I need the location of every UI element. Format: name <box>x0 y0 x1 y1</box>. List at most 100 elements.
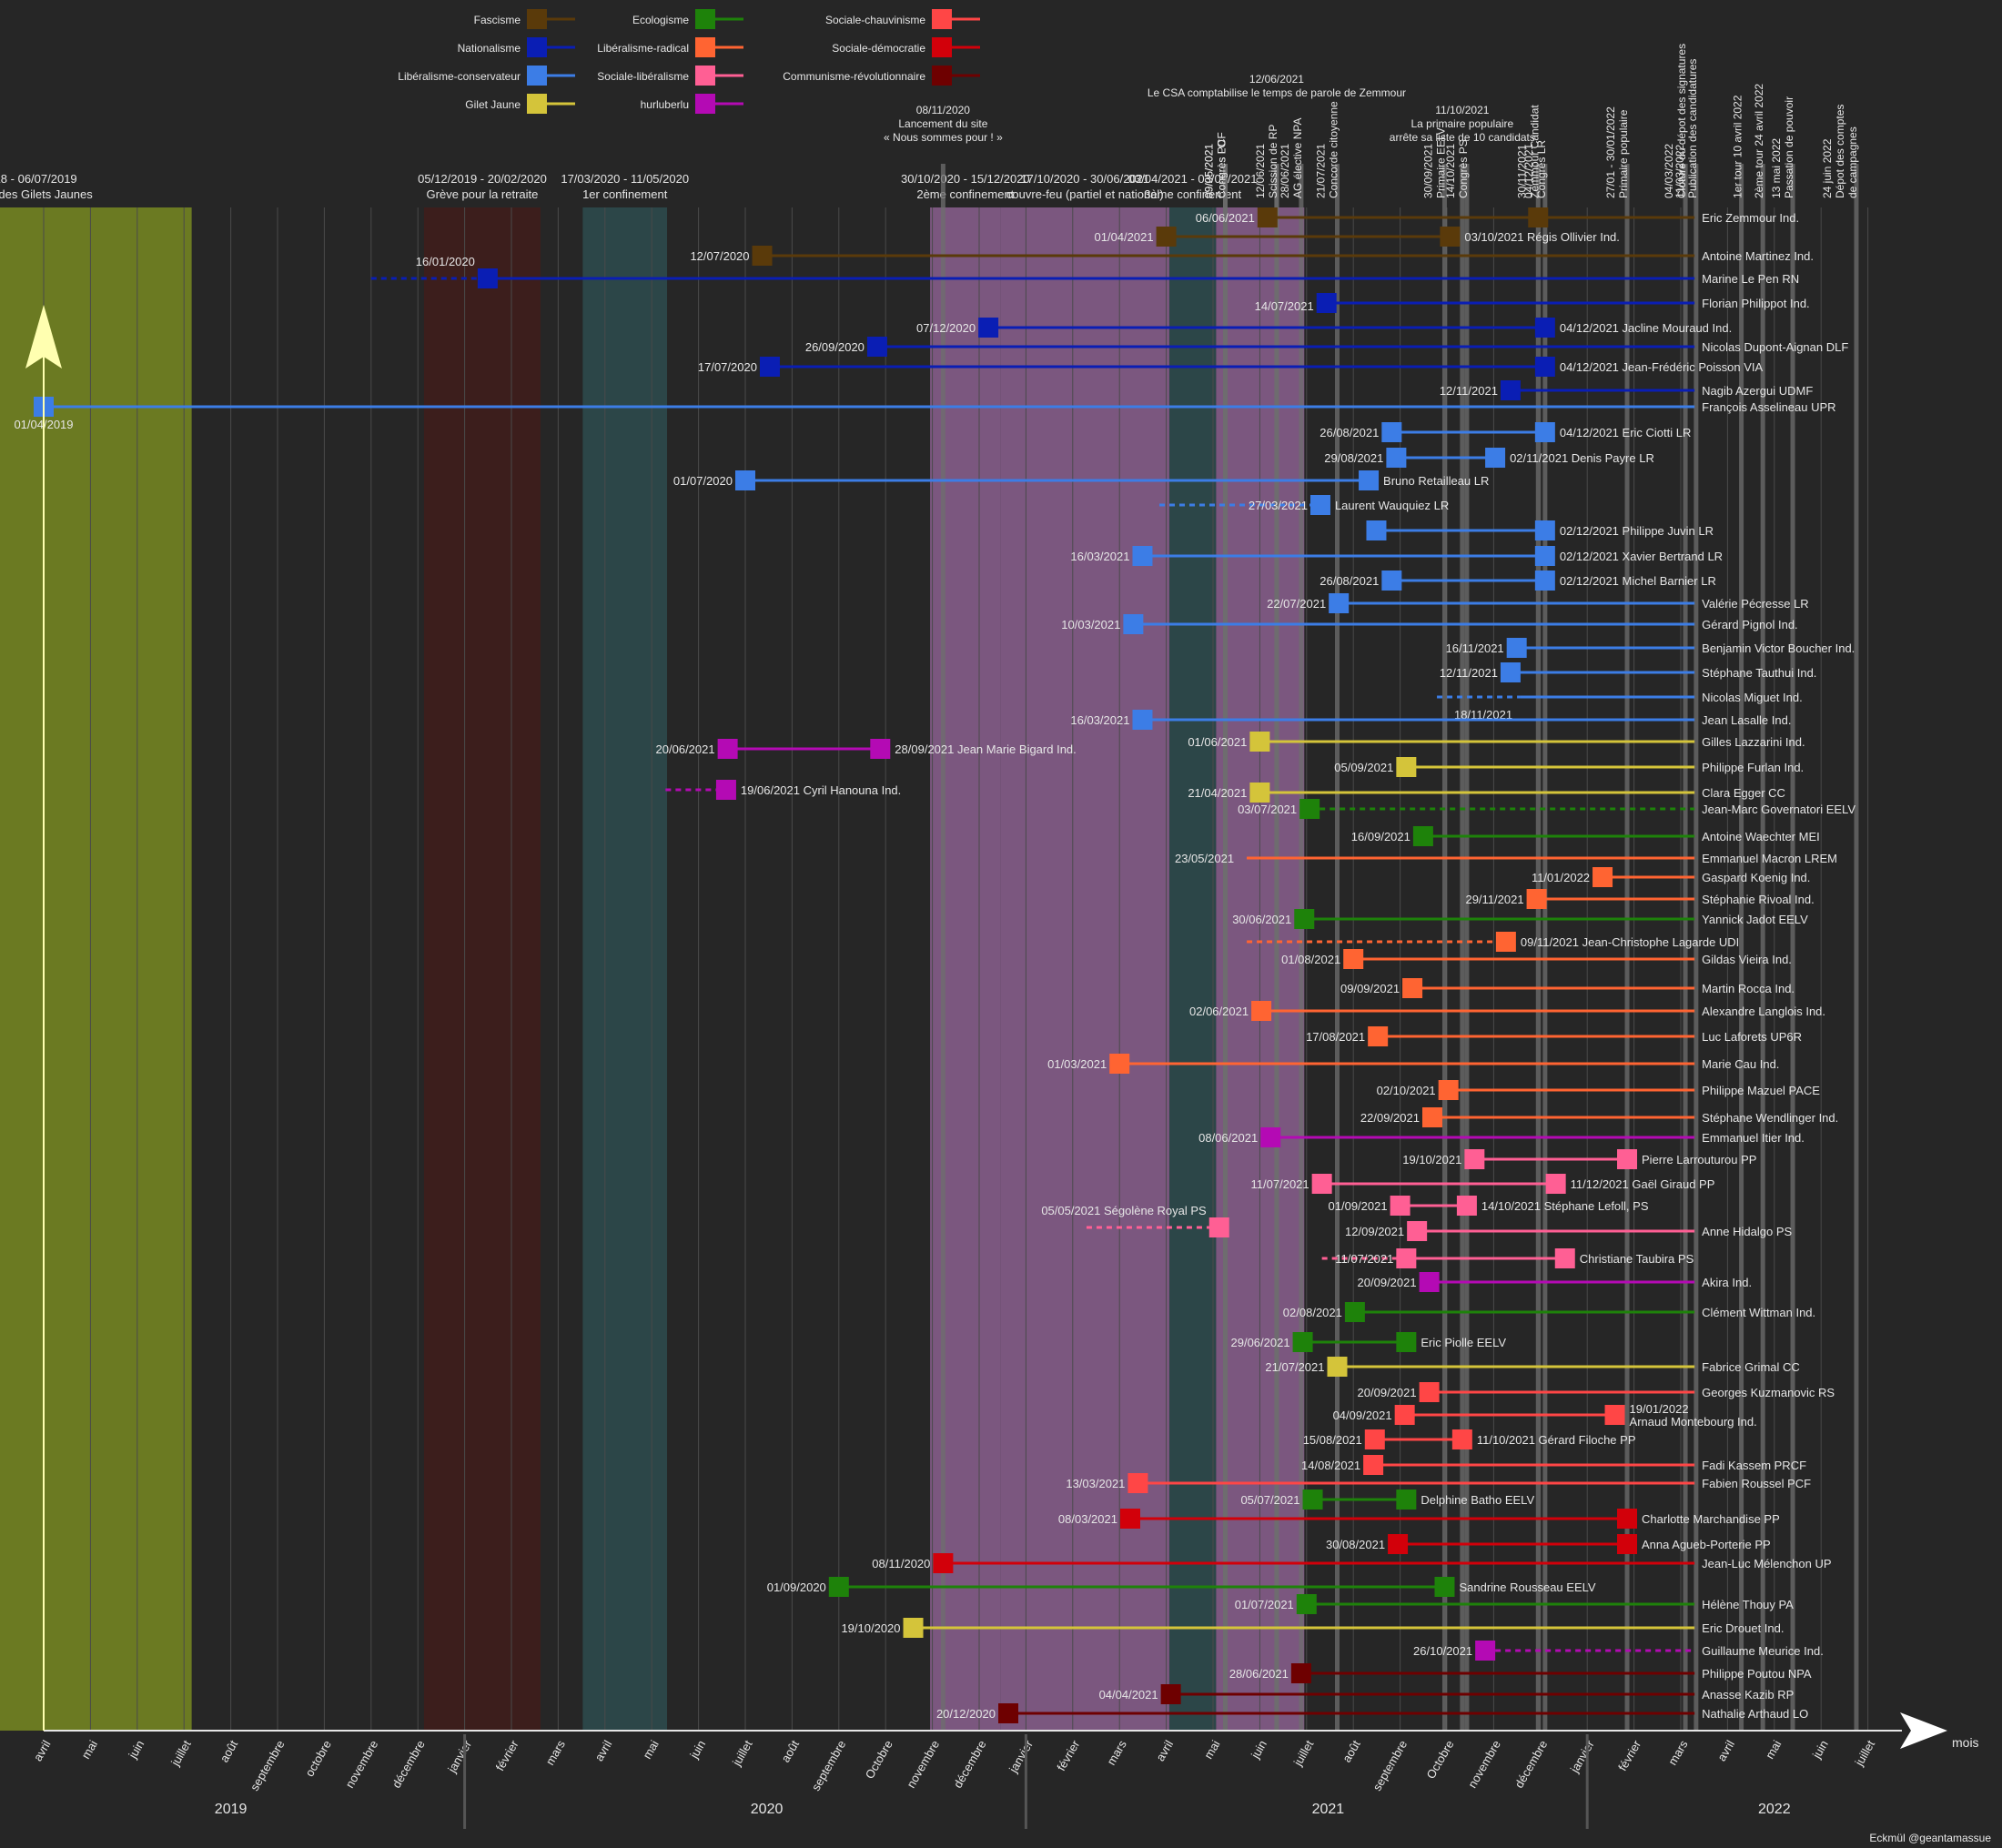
start-marker <box>1500 662 1521 682</box>
event-label: 04/12/2021 <box>1522 144 1535 198</box>
candidate-label: Jean Lasalle Ind. <box>1702 713 1791 727</box>
end-marker <box>1617 1534 1638 1554</box>
event-label: Publication des candidatures <box>1686 59 1699 198</box>
event-label: 12/06/2021 <box>1254 144 1267 198</box>
event-label: 09/05/2021 <box>1202 144 1215 198</box>
month-tick-label: août <box>217 1738 241 1765</box>
start-marker <box>1386 448 1407 468</box>
start-date-label: 09/09/2021 <box>1340 982 1400 995</box>
candidate-label: Eric Zemmour Ind. <box>1702 211 1799 225</box>
start-date-label: 20/06/2021 <box>656 742 715 756</box>
start-date-label: 04/04/2021 <box>1099 1688 1158 1702</box>
event-label: Concorde citoyenne <box>1328 101 1340 198</box>
candidate-row: 09/09/2021 Martin Rocca Ind. <box>1340 978 1795 998</box>
month-tick-label: septembre <box>1370 1738 1410 1793</box>
start-marker <box>1302 1490 1323 1510</box>
candidate-label: Nagib Azergui UDMF <box>1702 384 1813 398</box>
candidate-label: Clara Egger CC <box>1702 786 1785 800</box>
period-name-label: 2ème confinement <box>916 187 1014 201</box>
event-label: Le CSA comptabilise le temps de parole d… <box>1148 86 1406 99</box>
start-date-label: 11/07/2021 <box>1251 1177 1309 1191</box>
legend-swatch <box>527 66 547 86</box>
candidate-row: 22/07/2021 Valérie Pécresse LR <box>1267 593 1809 613</box>
year-label: 2021 <box>1312 1802 1345 1817</box>
end-marker <box>1396 1490 1417 1510</box>
legend-swatch <box>527 9 547 29</box>
candidate-label: François Asselineau UPR <box>1702 400 1835 414</box>
candidate-label: Benjamin Victor Boucher Ind. <box>1702 641 1855 655</box>
end-marker <box>1534 318 1555 338</box>
legend-label: Nationalisme <box>458 42 521 55</box>
candidate-label: 11/12/2021 Gaël Giraud PP <box>1571 1177 1715 1191</box>
legend: Fascisme Nationalisme Libéralisme-conserva… <box>398 9 980 114</box>
start-marker <box>1343 949 1364 969</box>
event-label: 04/03/2022 <box>1663 144 1675 198</box>
end-marker <box>1534 571 1555 591</box>
candidate-row: 26/08/2021 04/12/2021 Eric Ciotti LR <box>1320 422 1691 442</box>
candidate-row: 12/09/2021 Anne Hidalgo PS <box>1345 1221 1793 1241</box>
month-tick-label: août <box>778 1738 802 1765</box>
candidate-label: 19/01/2022 <box>1630 1402 1689 1416</box>
candidate-label: 02/12/2021 Philippe Juvin LR <box>1560 524 1714 538</box>
start-marker <box>1381 422 1402 442</box>
month-tick-label: mai <box>1201 1738 1223 1762</box>
start-date-label: 26/10/2021 <box>1413 1644 1472 1658</box>
event-label: Congrès LR <box>1535 140 1548 198</box>
event-label: Congrès PS <box>1457 139 1470 198</box>
month-tick-label: juillet <box>729 1738 754 1769</box>
start-date-label: 22/07/2021 <box>1267 597 1326 611</box>
period-date-label: 05/12/2019 - 20/02/2020 <box>418 172 547 186</box>
start-date-label: 29/06/2021 <box>1231 1336 1290 1349</box>
candidate-label: Nicolas Dupont-Aignan DLF <box>1702 340 1848 354</box>
candidate-row: 29/11/2021 Stéphanie Rivoal Ind. <box>1465 889 1815 909</box>
start-date-label: 29/11/2021 <box>1465 893 1523 906</box>
start-marker <box>715 780 736 800</box>
candidate-label: Gilles Lazzarini Ind. <box>1702 735 1805 749</box>
legend-swatch <box>695 66 715 86</box>
candidate-row: 29/08/2021 02/11/2021 Denis Payre LR <box>1324 448 1654 468</box>
start-marker <box>998 1703 1019 1723</box>
candidate-row: 16/11/2021 Benjamin Victor Boucher Ind. <box>1446 638 1855 658</box>
event-label: Zemmour Candidat <box>1528 105 1541 198</box>
candidate-label: 02/12/2021 Xavier Bertrand LR <box>1560 550 1723 563</box>
end-marker <box>1604 1405 1625 1425</box>
month-tick-label: juin <box>1248 1738 1269 1762</box>
candidate-row: 23/05/2021 Emmanuel Macron LREM <box>1175 852 1837 865</box>
start-marker <box>1127 1473 1148 1493</box>
month-tick-label: mai <box>1763 1738 1785 1762</box>
end-marker <box>1359 470 1380 490</box>
candidate-row: 05/05/2021 Ségolène Royal PS <box>1041 1204 1229 1237</box>
candidate-row: 02/08/2021 Clément Wittman Ind. <box>1283 1302 1815 1322</box>
candidate-label: Anasse Kazib RP <box>1702 1688 1794 1702</box>
start-marker <box>1495 932 1516 952</box>
start-date-label: 15/08/2021 <box>1303 1433 1362 1447</box>
start-marker <box>1257 207 1278 227</box>
x-axis-unit-label: mois <box>1952 1735 1979 1750</box>
candidate-label: Stéphanie Rivoal Ind. <box>1702 893 1815 906</box>
legend-swatch <box>695 37 715 57</box>
candidate-rows: 06/06/2021 Eric Zemmour Ind. 01/04/2021 03/… <box>14 207 1855 1723</box>
start-date-label: 20/12/2020 <box>936 1707 996 1721</box>
candidate-label: Hélène Thouy PA <box>1702 1598 1794 1611</box>
end-marker <box>1440 227 1461 247</box>
candidate-row: 06/06/2021 Eric Zemmour Ind. <box>1196 207 1799 227</box>
candidate-row: 29/06/2021 Eric Piolle EELV <box>1231 1332 1506 1352</box>
event-label: 11/10/2021 <box>1435 104 1489 116</box>
year-label: 2020 <box>751 1802 784 1817</box>
start-marker <box>1438 1080 1459 1100</box>
event-label: « Nous sommes pour ! » <box>884 131 1003 144</box>
candidate-row: 08/11/2020 Jean-Luc Mélenchon UP <box>872 1553 1832 1573</box>
legend-label: Libéralisme-conservateur <box>398 70 521 83</box>
legend-label: Fascisme <box>474 14 521 26</box>
candidate-row: 19/10/2020 Eric Drouet Ind. <box>841 1618 1784 1638</box>
start-date-label: 27/03/2021 <box>1249 499 1308 512</box>
event-label: 14/10/2021 <box>1444 144 1457 198</box>
start-marker <box>1156 227 1177 247</box>
candidate-row: 05/09/2021 Philippe Furlan Ind. <box>1334 757 1804 777</box>
start-date-label: 10/03/2021 <box>1061 618 1120 631</box>
start-date-label: 16/11/2021 <box>1446 641 1504 655</box>
event-label: 2ème tour 24 avril 2022 <box>1753 84 1765 198</box>
start-marker <box>1292 1332 1313 1352</box>
start-marker <box>759 357 780 377</box>
start-marker <box>1160 1684 1181 1704</box>
